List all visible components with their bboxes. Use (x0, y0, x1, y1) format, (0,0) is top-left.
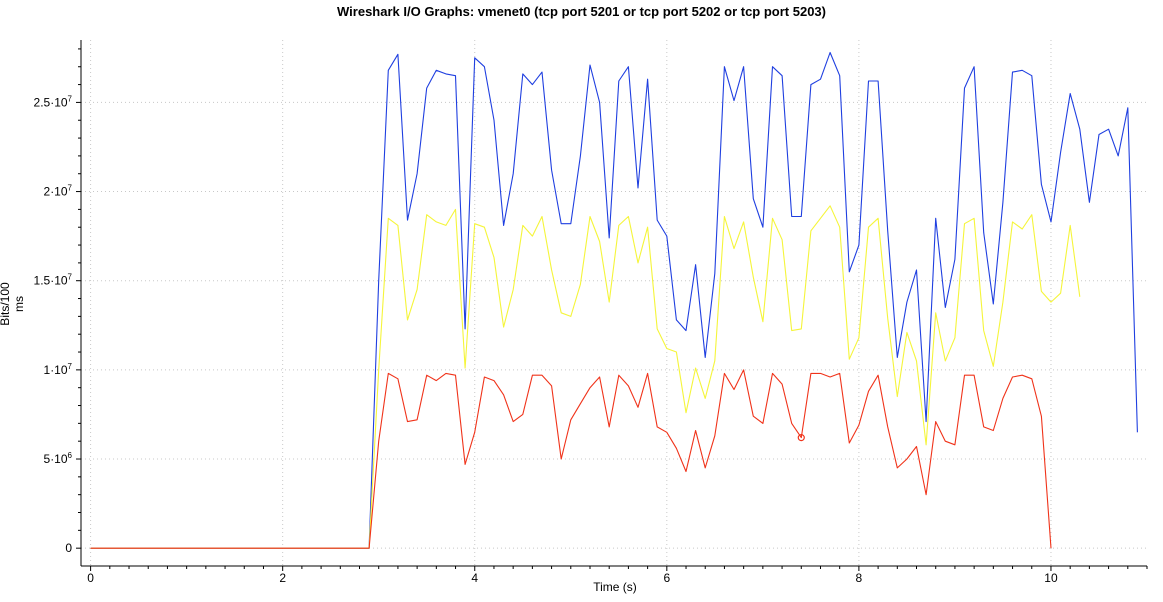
x-tick-label: 0 (87, 571, 94, 585)
series-lines (90, 51, 1138, 549)
chart-title: Wireshark I/O Graphs: vmenet0 (tcp port … (337, 4, 826, 19)
y-tick-label: 2.5·107 (34, 94, 73, 109)
x-tick-label: 8 (856, 571, 863, 585)
x-axis-label: Time (s) (593, 580, 637, 594)
marker-layer (797, 434, 805, 442)
axes: 0 2 4 6 8 10 0 5·106 1·107 1.5·107 2·107 2.5·107 (34, 40, 1148, 585)
series-line-1 (90, 51, 1138, 549)
y-tick-label: 1.5·107 (34, 273, 73, 288)
point-marker (797, 434, 805, 442)
y-axis-label: Bits/100 ms (0, 282, 26, 326)
x-tick-label: 2 (279, 571, 286, 585)
x-tick-label: 4 (471, 571, 478, 585)
y-tick-label: 2·107 (44, 184, 73, 199)
y-tick-label: 5·106 (44, 451, 73, 466)
y-tick-label: 0 (65, 541, 72, 555)
x-tick-label: 6 (663, 571, 670, 585)
grid-lines (81, 40, 1147, 566)
y-tick-label: 1·107 (44, 362, 73, 377)
x-tick-label: 10 (1044, 571, 1058, 585)
series-line-3 (90, 369, 1052, 549)
series-line-2 (90, 205, 1081, 549)
